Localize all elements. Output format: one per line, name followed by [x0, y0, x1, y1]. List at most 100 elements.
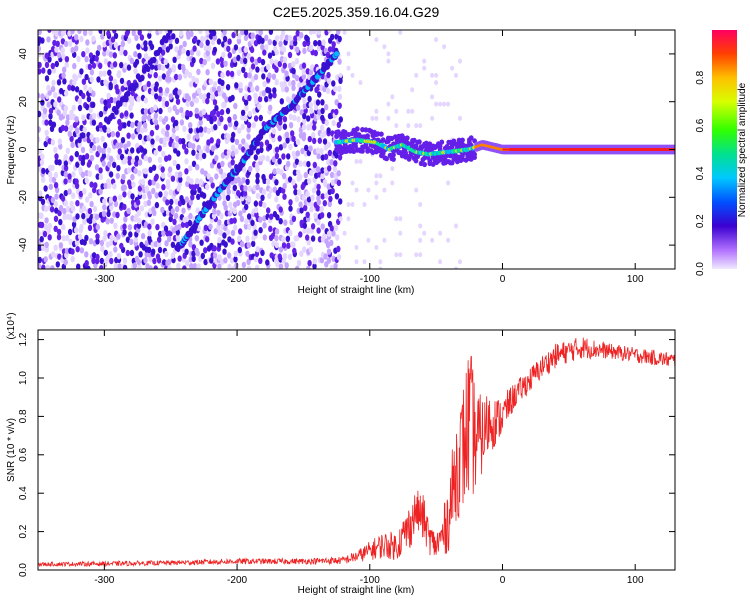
snr-x-tick-label: -300 — [94, 575, 114, 586]
snr-panel: -300 -200 -100 0 100 0.0 0.2 0.4 0.6 0.8 1.0 1.2 H… — [6, 312, 676, 596]
snr-y-tick-label: 1.2 — [18, 332, 29, 346]
spectrogram-cell — [142, 122, 148, 129]
spectrogram-cell — [79, 68, 84, 75]
spectrogram-cell — [177, 63, 183, 70]
snr-x-tick-label: -100 — [360, 575, 380, 586]
spectrogram-cell — [161, 230, 166, 237]
spectrogram-cell — [334, 99, 339, 106]
spectrogram-cell — [192, 45, 197, 52]
spectrogram-cell — [188, 127, 193, 134]
spectrogram-cell — [362, 259, 367, 265]
spectrogram-cell — [77, 97, 83, 105]
spectrogram-cell — [181, 112, 186, 119]
spectrogram-cell — [269, 213, 274, 220]
spectrogram-cell — [378, 259, 383, 265]
spectrogram-cell — [175, 205, 180, 213]
spectrogram-cell — [42, 230, 48, 238]
spectrogram-cell — [245, 235, 250, 242]
spectrogram-cell — [94, 213, 100, 221]
spectrogram-cell — [101, 160, 106, 167]
spectrogram-x-ticks: -300 -200 -100 0 100 — [94, 30, 644, 285]
spectrogram-cell — [298, 231, 303, 238]
spectrogram-cell — [156, 257, 162, 264]
spectrogram-cell — [226, 45, 231, 53]
spectrogram-cell — [430, 94, 435, 100]
spectrogram-cell — [336, 179, 342, 187]
snr-y-tick-label: 1.0 — [18, 371, 29, 385]
spectrogram-cell — [188, 165, 193, 172]
spectrogram-cell — [76, 263, 81, 269]
spectrogram-cell — [284, 34, 289, 41]
spectrogram-cell — [196, 87, 202, 95]
spectrogram-cell — [261, 173, 266, 181]
spectrogram-cell — [173, 87, 179, 94]
spectrogram-cell — [139, 205, 145, 212]
spectrogram-cell — [243, 115, 248, 122]
spectrogram-cell — [418, 223, 423, 229]
spectrogram-cell — [288, 143, 293, 151]
spectrogram-cell — [305, 35, 310, 43]
spectrogram-cell — [61, 235, 66, 242]
spectrogram-cell — [188, 199, 193, 206]
spectrogram-cell — [148, 166, 153, 173]
spectrogram-cell — [418, 202, 423, 207]
spectrogram-cell — [38, 147, 43, 155]
spectrogram-cell — [67, 40, 73, 47]
spectrogram-cell — [211, 30, 217, 37]
spectrogram-cell — [189, 178, 194, 185]
spectrogram-cell — [119, 153, 125, 161]
spectrogram-cell — [162, 136, 168, 143]
spectrogram-cell — [143, 40, 148, 47]
spectrogram-y-tick-label: -40 — [18, 237, 29, 252]
spectrogram-cell — [233, 256, 238, 263]
spectrogram-cell — [308, 30, 314, 35]
spectrogram-cell — [283, 219, 288, 226]
spectrogram-cell — [142, 113, 148, 121]
spectrogram-cell — [221, 51, 226, 59]
spectrogram-cell — [291, 241, 296, 249]
spectrogram-cell — [81, 51, 86, 58]
spectrogram-cell — [199, 57, 204, 65]
spectrogram-cell — [320, 114, 325, 122]
spectrogram-cell — [332, 165, 338, 173]
snr-series-line — [38, 337, 675, 568]
spectrogram-cell — [95, 173, 100, 180]
spectrogram-cell — [137, 185, 143, 192]
spectrogram-cell — [336, 121, 341, 129]
spectrogram-cell — [99, 257, 105, 265]
spectrogram-cell — [418, 252, 423, 258]
spectrogram-cell — [461, 143, 467, 149]
spectrogram-cell — [245, 178, 250, 185]
spectrogram-cell — [222, 92, 227, 99]
spectrogram-cell — [418, 237, 423, 243]
spectrogram-cell — [122, 184, 127, 191]
spectrogram-cell — [322, 232, 327, 240]
spectrogram-cell — [354, 187, 359, 193]
colorbar-tick-label: 0.4 — [695, 166, 706, 180]
spectrogram-cell — [182, 40, 187, 48]
spectrogram-cell — [189, 30, 194, 37]
spectrogram-cell — [220, 61, 225, 68]
spectrogram-cell — [44, 61, 50, 69]
spectrogram-cell — [219, 212, 224, 220]
spectrogram-cell — [54, 153, 59, 160]
spectrogram-cell — [250, 63, 256, 70]
spectrogram-cell — [193, 35, 198, 43]
spectrogram-cell — [99, 97, 105, 105]
spectrogram-cell — [60, 38, 66, 45]
spectrogram-cell — [46, 36, 51, 43]
spectrogram-cell — [223, 224, 228, 232]
spectrogram-cell — [108, 171, 114, 178]
spectrogram-cell — [282, 80, 288, 88]
spectrogram-cell — [123, 49, 128, 57]
spectrogram-cell — [74, 34, 79, 41]
spectrogram-y-ticks: -40 -20 0 20 40 — [18, 48, 675, 252]
spectrogram-cell — [122, 264, 128, 269]
spectrogram-cell — [157, 156, 163, 163]
spectrogram-cell — [248, 165, 253, 173]
spectrogram-cell — [323, 153, 329, 160]
spectrogram-cell — [247, 72, 252, 79]
spectrogram-cell — [43, 185, 48, 192]
spectrogram-cell — [255, 177, 260, 185]
spectrogram-cell — [143, 257, 148, 264]
